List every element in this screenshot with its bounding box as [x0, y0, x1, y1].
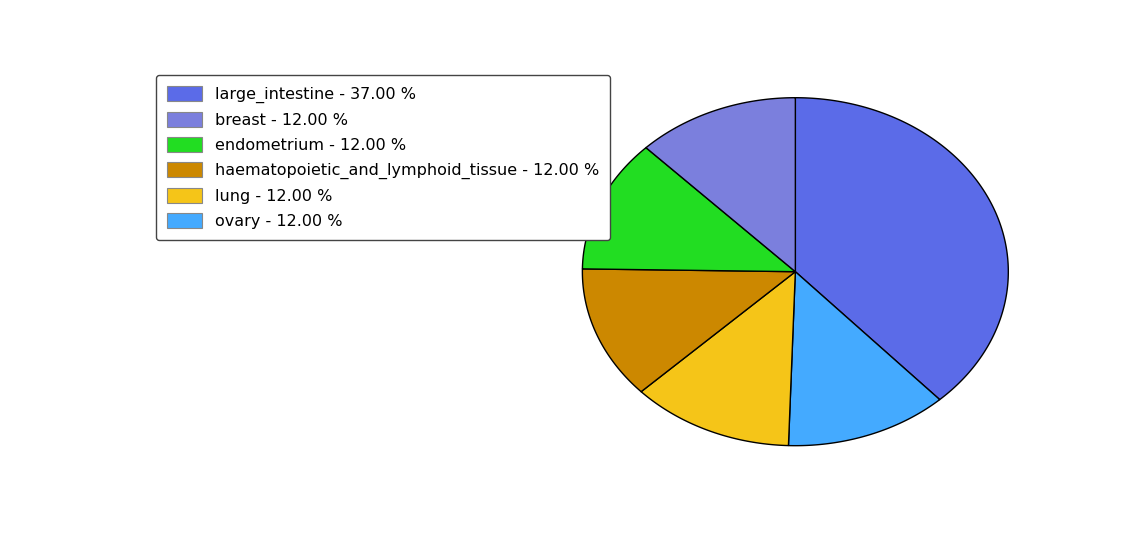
Polygon shape — [583, 147, 796, 272]
Polygon shape — [641, 272, 796, 445]
Polygon shape — [583, 269, 796, 392]
Polygon shape — [796, 98, 1009, 400]
Polygon shape — [646, 98, 796, 272]
Polygon shape — [789, 272, 940, 445]
Legend: large_intestine - 37.00 %, breast - 12.00 %, endometrium - 12.00 %, haematopoiet: large_intestine - 37.00 %, breast - 12.0… — [156, 75, 610, 240]
